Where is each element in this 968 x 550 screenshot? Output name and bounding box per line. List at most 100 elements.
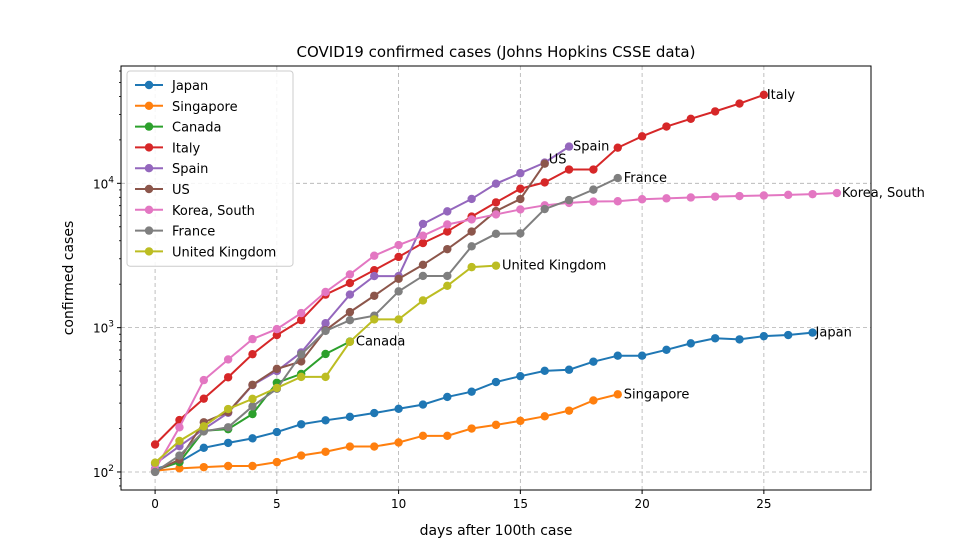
- data-point-united-kingdom: [272, 383, 282, 393]
- data-point-italy: [370, 265, 379, 275]
- data-point-canada: [248, 409, 257, 419]
- data-point-singapore: [540, 412, 549, 421]
- data-point-spain: [564, 142, 574, 151]
- data-point-korea-south: [613, 197, 622, 206]
- y-tick-label: 102: [93, 464, 114, 480]
- legend-item-japan: Japan: [135, 79, 208, 94]
- data-point-spain: [321, 319, 330, 328]
- data-point-united-kingdom: [467, 262, 476, 272]
- data-point-japan: [516, 371, 525, 381]
- data-point-korea-south: [589, 197, 598, 206]
- data-point-japan: [296, 420, 306, 429]
- data-point-italy: [735, 99, 744, 108]
- data-point-japan: [637, 351, 647, 360]
- data-point-korea-south: [175, 423, 184, 432]
- data-point-japan: [686, 339, 696, 348]
- data-point-united-kingdom: [418, 296, 428, 305]
- data-point-spain: [370, 271, 379, 281]
- data-point-singapore: [345, 442, 355, 451]
- data-point-spain: [491, 179, 501, 188]
- data-point-korea-south: [443, 220, 452, 229]
- data-point-singapore: [248, 461, 257, 471]
- data-point-japan: [223, 438, 233, 448]
- data-point-singapore: [199, 462, 208, 472]
- legend-label: Canada: [172, 121, 221, 136]
- data-point-singapore: [589, 396, 598, 405]
- legend-label: Spain: [172, 162, 208, 177]
- data-point-united-kingdom: [150, 458, 160, 467]
- data-point-france: [540, 204, 549, 214]
- legend-label: France: [172, 225, 215, 240]
- data-point-united-kingdom: [223, 404, 233, 414]
- legend-item-singapore: Singapore: [135, 100, 238, 115]
- legend-item-us: US: [135, 183, 190, 198]
- series-singapore: Singapore: [150, 387, 690, 475]
- end-label-spain: Spain: [573, 140, 609, 155]
- end-label-united-kingdom: United Kingdom: [502, 259, 606, 274]
- data-point-korea-south: [321, 287, 330, 297]
- data-point-spain: [443, 207, 452, 216]
- data-point-us: [345, 307, 355, 317]
- data-point-united-kingdom: [443, 281, 452, 290]
- data-point-japan: [735, 335, 744, 344]
- legend-swatch-marker: [144, 226, 154, 235]
- data-point-us: [443, 244, 452, 254]
- data-point-spain: [418, 219, 428, 229]
- data-point-japan: [248, 434, 257, 443]
- data-point-korea-south: [735, 191, 744, 201]
- data-point-france: [248, 402, 257, 411]
- data-point-singapore: [272, 457, 282, 467]
- data-point-korea-south: [418, 231, 428, 240]
- data-point-japan: [272, 427, 282, 437]
- data-point-united-kingdom: [248, 394, 257, 404]
- data-point-italy: [199, 394, 208, 403]
- legend-label: US: [172, 183, 190, 198]
- data-point-canada: [321, 349, 330, 359]
- data-point-spain: [467, 194, 476, 204]
- data-point-us: [467, 227, 476, 236]
- legend-item-korea-south: Korea, South: [135, 204, 255, 219]
- data-point-spain: [516, 169, 525, 178]
- data-point-france: [589, 185, 598, 194]
- data-point-us: [370, 291, 379, 300]
- data-point-korea-south: [199, 375, 208, 385]
- legend-label: Italy: [172, 141, 201, 156]
- data-point-france: [321, 326, 330, 336]
- data-point-singapore: [516, 416, 525, 426]
- data-point-france: [150, 467, 160, 477]
- data-point-italy: [418, 238, 428, 248]
- data-point-japan: [467, 387, 476, 396]
- series-line-france: [154, 177, 619, 473]
- data-point-united-kingdom: [370, 315, 379, 324]
- data-point-japan: [808, 328, 817, 337]
- data-point-france: [613, 173, 622, 183]
- data-point-korea-south: [296, 308, 306, 318]
- data-point-italy: [686, 114, 696, 124]
- data-point-korea-south: [784, 190, 793, 200]
- data-point-korea-south: [272, 324, 282, 334]
- x-tick-label: 20: [634, 497, 649, 511]
- data-point-singapore: [564, 406, 574, 415]
- end-label-singapore: Singapore: [624, 387, 690, 402]
- data-point-italy: [589, 165, 598, 174]
- data-point-japan: [784, 330, 793, 340]
- data-point-korea-south: [832, 188, 842, 198]
- legend-swatch-marker: [144, 205, 154, 214]
- data-point-korea-south: [637, 195, 647, 204]
- data-point-japan: [394, 404, 403, 413]
- data-point-korea-south: [370, 251, 379, 260]
- ticks: 0 5 10 15 20 25 102 103 104: [93, 70, 771, 511]
- x-tick-label: 5: [273, 497, 281, 511]
- data-point-singapore: [394, 438, 403, 447]
- series-line-italy: [154, 93, 765, 446]
- data-point-us: [296, 357, 306, 366]
- legend-label: Japan: [171, 79, 208, 94]
- data-point-us: [516, 194, 525, 204]
- legend-box: [126, 70, 294, 267]
- end-label-italy: Italy: [767, 88, 796, 103]
- data-point-korea-south: [223, 355, 233, 364]
- data-point-italy: [345, 278, 355, 288]
- legend-item-canada: Canada: [135, 121, 221, 136]
- legend-item-france: France: [135, 225, 215, 240]
